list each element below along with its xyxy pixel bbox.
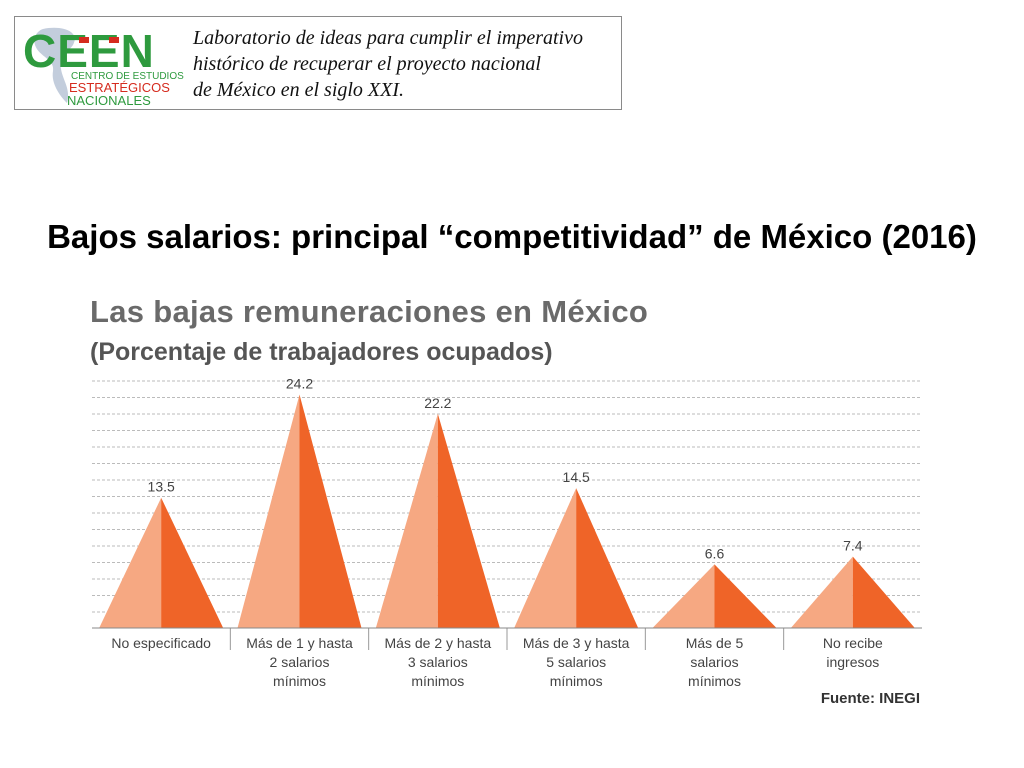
category-label-5-1: ingresos xyxy=(826,654,879,670)
logo-red-bar-2 xyxy=(109,37,119,43)
category-label-2-0: Más de 2 y hasta xyxy=(385,635,492,651)
bar-2-left-face xyxy=(375,413,438,628)
slide-title: Bajos salarios: principal “competitivida… xyxy=(47,218,977,255)
category-label-3-1: 5 salarios xyxy=(546,654,606,670)
data-label-0: 13.5 xyxy=(148,479,175,495)
data-label-1: 24.2 xyxy=(286,376,313,392)
bar-3-left-face xyxy=(514,488,577,628)
category-label-1-0: Más de 1 y hasta xyxy=(246,635,353,651)
header-box: CEEN CENTRO DE ESTUDIOS ESTRATÉGICOS NAC… xyxy=(14,16,622,110)
tagline-line-3: de México en el siglo XXI. xyxy=(193,79,405,101)
bar-1-left-face xyxy=(237,394,300,628)
category-label-2-1: 3 salarios xyxy=(408,654,468,670)
bar-4-left-face xyxy=(652,564,715,628)
bar-5-left-face xyxy=(790,556,853,628)
bar-0-left-face xyxy=(99,497,162,628)
category-label-1-1: 2 salarios xyxy=(270,654,330,670)
logo-line-3: NACIONALES xyxy=(67,93,151,107)
data-label-2: 22.2 xyxy=(424,395,451,411)
category-label-3-0: Más de 3 y hasta xyxy=(523,635,630,651)
category-label-5-0: No recibe xyxy=(823,635,883,651)
bar-4-right-face xyxy=(714,564,777,628)
category-label-2-2: mínimos xyxy=(411,673,464,689)
logo-red-bar-1 xyxy=(79,37,89,43)
logo-wordmark: CEEN xyxy=(23,25,155,77)
americas-map-icon xyxy=(34,27,75,103)
bar-1-right-face xyxy=(299,394,362,628)
category-label-4-0: Más de 5 xyxy=(686,635,744,651)
data-label-3: 14.5 xyxy=(563,469,590,485)
tagline: Laboratorio de ideas para cumplir el imp… xyxy=(193,25,613,103)
category-label-1-2: mínimos xyxy=(273,673,326,689)
chart-source: Fuente: INEGI xyxy=(820,690,920,707)
tagline-line-1: Laboratorio de ideas para cumplir el imp… xyxy=(193,27,583,49)
category-label-0-0: No especificado xyxy=(111,635,211,651)
chart-title: Las bajas remuneraciones en México xyxy=(90,294,649,329)
logo-line-1: CENTRO DE ESTUDIOS xyxy=(71,71,184,82)
ceen-logo: CEEN CENTRO DE ESTUDIOS ESTRATÉGICOS NAC… xyxy=(23,25,184,107)
chart-subtitle: (Porcentaje de trabajadores ocupados) xyxy=(90,338,553,366)
data-label-4: 6.6 xyxy=(705,545,725,561)
bar-2-right-face xyxy=(437,413,500,628)
logo-line-2: ESTRATÉGICOS xyxy=(69,80,170,95)
bar-0-right-face xyxy=(161,497,224,628)
category-label-4-1: salarios xyxy=(690,654,738,670)
data-label-5: 7.4 xyxy=(843,538,863,554)
category-label-4-2: mínimos xyxy=(688,673,741,689)
category-label-3-2: mínimos xyxy=(550,673,603,689)
bar-5-right-face xyxy=(852,556,915,628)
bar-3-right-face xyxy=(576,488,639,628)
tagline-line-2: histórico de recuperar el proyecto nacio… xyxy=(193,53,541,75)
